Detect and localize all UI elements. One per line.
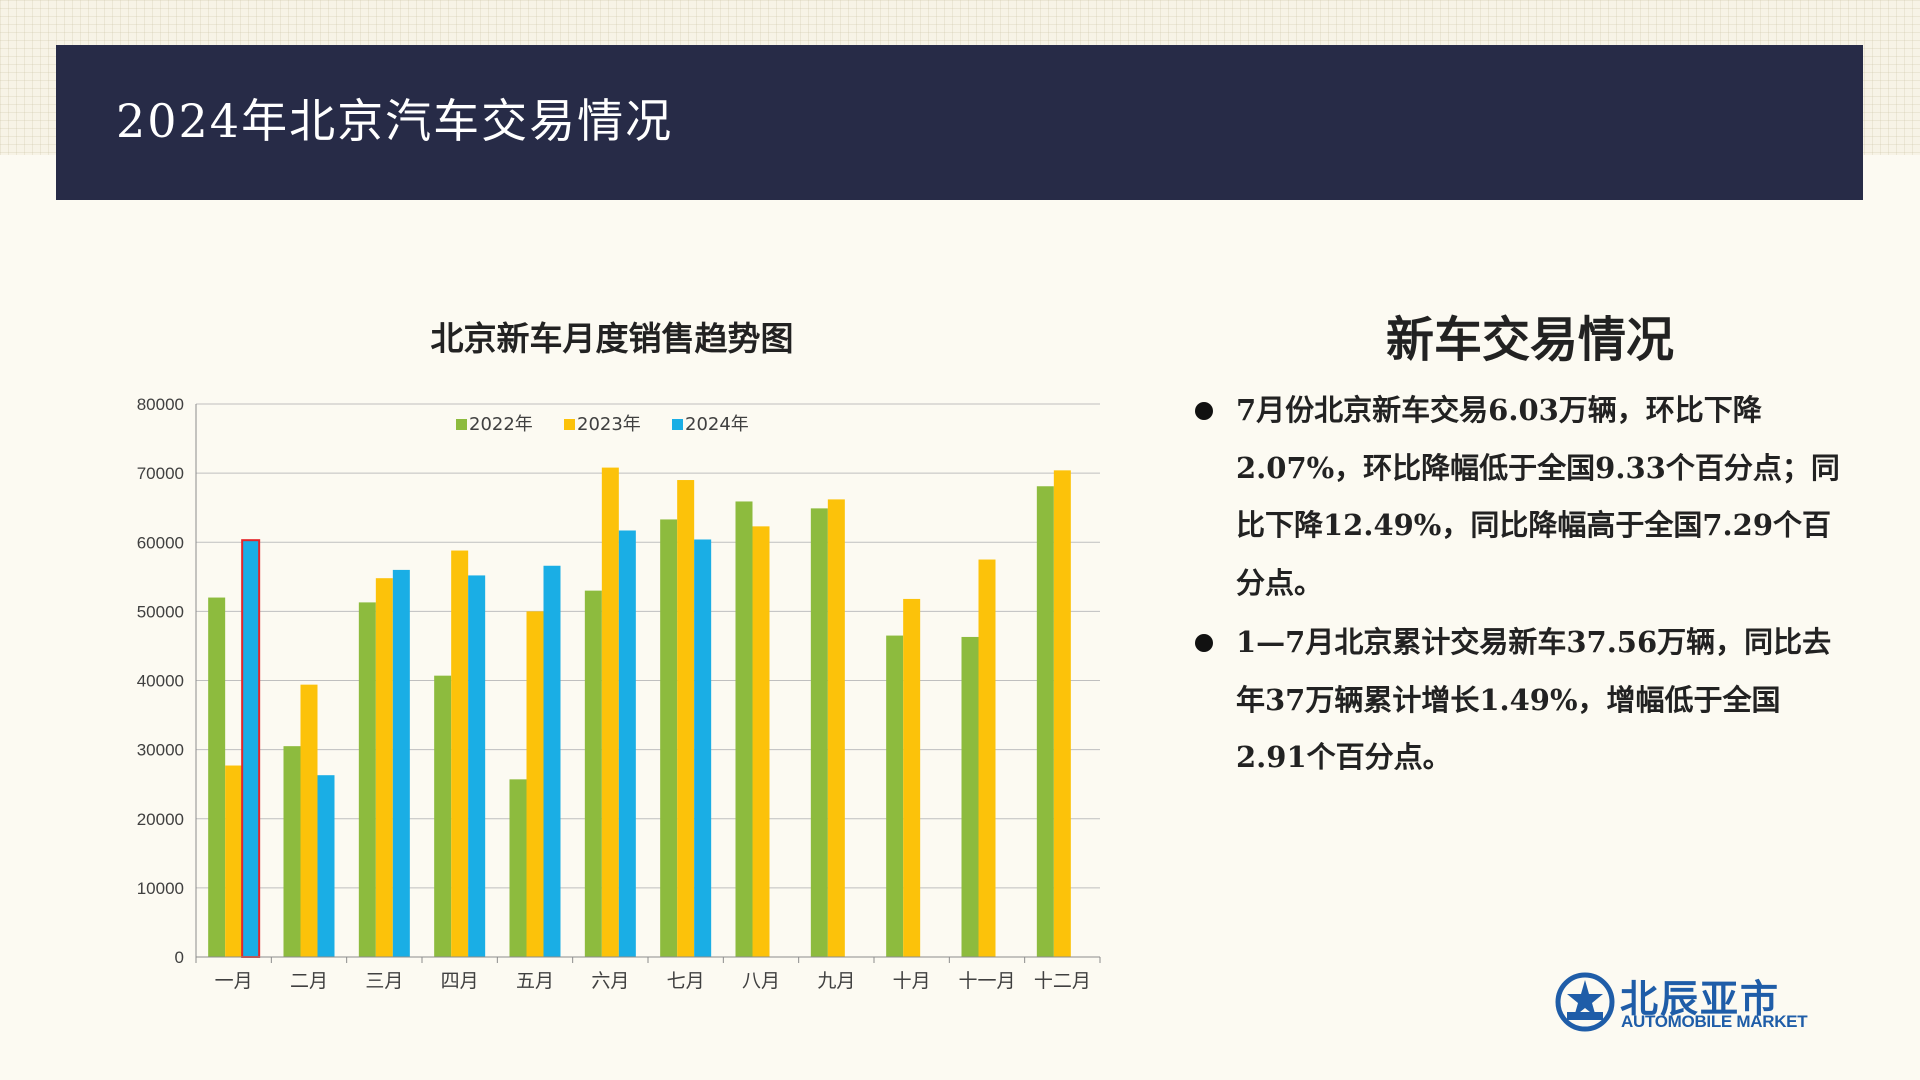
bar-2024年-三月 bbox=[392, 569, 410, 957]
legend-label: 2023年 bbox=[577, 414, 641, 435]
bar-2024年-一月 bbox=[241, 539, 261, 959]
legend-swatch bbox=[456, 419, 467, 430]
y-tick-label: 60000 bbox=[137, 533, 184, 552]
y-tick-label: 80000 bbox=[137, 395, 184, 414]
logo-name-cn: 北辰亚市 bbox=[1620, 977, 1781, 1021]
logo-name-en: AUTOMOBILE MARKET bbox=[1621, 1012, 1808, 1031]
legend-label: 2022年 bbox=[469, 414, 533, 435]
bar-2024年-二月 bbox=[317, 775, 335, 957]
legend-label: 2024年 bbox=[685, 414, 749, 435]
x-tick-label: 七月 bbox=[667, 970, 705, 992]
x-tick-label: 五月 bbox=[516, 970, 554, 992]
bar-2023年-六月 bbox=[601, 467, 619, 957]
y-tick-label: 50000 bbox=[137, 602, 184, 621]
bar-2024年-四月 bbox=[468, 575, 486, 957]
bar-2022年-九月 bbox=[810, 508, 828, 957]
bar-2024年-六月 bbox=[618, 530, 636, 957]
company-logo: 北辰亚市 AUTOMOBILE MARKET bbox=[1555, 970, 1815, 1034]
bar-2023年-四月 bbox=[451, 550, 469, 957]
bar-2023年-三月 bbox=[375, 578, 393, 957]
x-tick-label: 十月 bbox=[893, 970, 931, 992]
summary-bullet: 7月份北京新车交易6.03万辆，环比下降2.07%，环比降幅低于全国9.33个百… bbox=[1180, 382, 1840, 612]
chart-axes: 0 10000 20000 30000 40000 50000 60000 70000 8000… bbox=[137, 395, 1101, 992]
chart-title: 北京新车月度销售趋势图 bbox=[431, 319, 794, 358]
logo-emblem-icon bbox=[1555, 972, 1615, 1032]
summary-panel: 新车交易情况 7月份北京新车交易6.03万辆，环比下降2.07%，环比降幅低于全… bbox=[1180, 300, 1840, 787]
bar-2022年-十月 bbox=[886, 635, 904, 957]
bullet-icon bbox=[1195, 634, 1213, 652]
bar-2024年-七月 bbox=[694, 539, 712, 957]
y-tick-label: 30000 bbox=[137, 741, 184, 760]
sales-chart: 北京新车月度销售趋势图 0 10000 20000 30000 40000 50000 60… bbox=[110, 300, 1130, 1000]
header-bar: 2024年北京汽车交易情况 bbox=[56, 45, 1863, 200]
bar-2023年-十二月 bbox=[1053, 470, 1071, 957]
bar-2022年-二月 bbox=[283, 746, 301, 957]
y-tick-label: 20000 bbox=[137, 810, 184, 829]
bar-2023年-十月 bbox=[903, 598, 921, 957]
x-tick-label: 三月 bbox=[365, 970, 403, 992]
bar-2024年-五月 bbox=[543, 565, 561, 957]
x-tick-label: 十二月 bbox=[1034, 970, 1091, 992]
bullet-text: 1—7月北京累计交易新车37.56万辆，同比去年37万辆累计增长1.49%，增幅… bbox=[1236, 625, 1832, 774]
bar-2022年-十二月 bbox=[1036, 486, 1054, 957]
bar-2023年-五月 bbox=[526, 611, 544, 957]
x-tick-label: 六月 bbox=[591, 970, 629, 992]
x-tick-label: 二月 bbox=[290, 970, 328, 992]
x-tick-label: 四月 bbox=[441, 970, 479, 992]
bullet-text: 7月份北京新车交易6.03万辆，环比下降2.07%，环比降幅低于全国9.33个百… bbox=[1236, 393, 1840, 600]
bullet-icon bbox=[1195, 402, 1213, 420]
bar-2022年-八月 bbox=[735, 501, 753, 957]
bar-2022年-十一月 bbox=[961, 636, 979, 957]
chart-bars bbox=[208, 467, 1071, 959]
y-tick-label: 0 bbox=[175, 948, 184, 967]
panel-heading: 新车交易情况 bbox=[1385, 312, 1674, 368]
bar-2023年-七月 bbox=[677, 480, 695, 957]
bar-2023年-八月 bbox=[752, 526, 770, 957]
y-tick-label: 10000 bbox=[137, 879, 184, 898]
bar-2023年-十一月 bbox=[978, 559, 996, 957]
x-tick-label: 十一月 bbox=[958, 970, 1015, 992]
legend-swatch bbox=[564, 419, 575, 430]
bar-2022年-三月 bbox=[358, 602, 376, 957]
x-tick-label: 八月 bbox=[742, 970, 780, 992]
bar-2023年-二月 bbox=[300, 684, 318, 957]
page-title: 2024年北京汽车交易情况 bbox=[116, 94, 674, 148]
x-tick-label: 九月 bbox=[817, 970, 855, 992]
legend-swatch bbox=[672, 419, 683, 430]
y-tick-label: 40000 bbox=[137, 672, 184, 691]
x-tick-label: 一月 bbox=[215, 970, 253, 992]
bar-2022年-七月 bbox=[660, 519, 678, 957]
y-tick-label: 70000 bbox=[137, 464, 184, 483]
summary-bullet: 1—7月北京累计交易新车37.56万辆，同比去年37万辆累计增长1.49%，增幅… bbox=[1180, 614, 1840, 787]
chart-svg: 北京新车月度销售趋势图 0 10000 20000 30000 40000 50000 60… bbox=[137, 319, 1101, 992]
bar-2022年-四月 bbox=[434, 675, 452, 957]
bar-2023年-九月 bbox=[827, 499, 845, 957]
bar-2022年-一月 bbox=[208, 597, 226, 957]
bar-2022年-五月 bbox=[509, 779, 527, 957]
bar-2022年-六月 bbox=[584, 590, 602, 957]
chart-gridlines bbox=[196, 403, 1100, 889]
bar-2023年-一月 bbox=[225, 765, 243, 957]
chart-legend: 2022年 2023年 2024年 bbox=[456, 414, 749, 435]
